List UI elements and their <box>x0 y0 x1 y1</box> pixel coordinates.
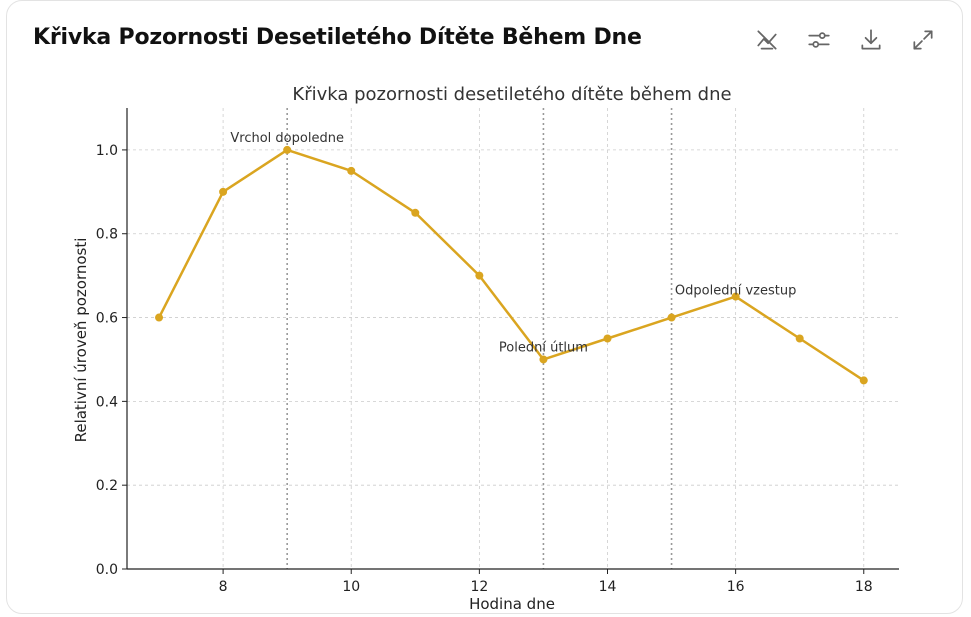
data-point <box>539 355 548 364</box>
x-tick-label: 18 <box>855 579 873 595</box>
annotations: Vrchol dopoledne Polední útlum Odpolední v… <box>230 131 796 356</box>
hide-button[interactable] <box>750 23 784 57</box>
hide-icon <box>757 30 777 50</box>
card-title: Křivka Pozornosti Desetiletého Dítěte Bě… <box>33 25 642 50</box>
x-tick-label: 12 <box>470 579 488 595</box>
data-point <box>219 187 228 196</box>
y-tick-label: 0.8 <box>96 227 118 243</box>
data-point <box>411 208 420 217</box>
data-point <box>475 271 484 280</box>
expand-icon <box>913 30 933 50</box>
settings-button[interactable] <box>802 23 836 57</box>
data-point <box>155 313 164 322</box>
data-point <box>667 313 676 322</box>
series-line <box>157 148 865 382</box>
download-icon <box>861 29 881 50</box>
grid <box>127 108 899 570</box>
reference-lines <box>286 108 673 569</box>
y-tick-label: 0.0 <box>96 562 118 578</box>
data-point <box>347 166 356 175</box>
y-tick-label: 0.6 <box>96 311 118 327</box>
axes <box>126 108 899 570</box>
y-tick-label: 0.2 <box>96 478 118 494</box>
annotation-label: Polední útlum <box>499 340 588 355</box>
data-point <box>283 145 292 154</box>
y-axis-label: Relativní úroveň pozornosti <box>72 238 90 443</box>
x-tick-label: 16 <box>727 579 745 595</box>
annotation-label: Vrchol dopoledne <box>230 131 344 146</box>
x-tick-label: 8 <box>219 579 228 595</box>
y-tick-label: 0.4 <box>96 394 118 410</box>
x-tick-label: 14 <box>599 579 617 595</box>
y-tick-label: 1.0 <box>96 143 118 159</box>
data-point <box>603 334 612 343</box>
ticks: 8 10 12 14 16 18 0.0 0.2 0.4 0.6 0.8 1.0 <box>96 143 873 595</box>
x-tick-label: 10 <box>342 579 360 595</box>
settings-sliders-icon <box>808 32 830 48</box>
toolbar <box>750 23 940 57</box>
data-point <box>731 292 740 301</box>
annotation-label: Odpolední vzestup <box>675 284 796 299</box>
expand-button[interactable] <box>906 23 940 57</box>
data-point <box>859 376 868 385</box>
x-axis-label: Hodina dne <box>469 595 555 613</box>
download-button[interactable] <box>854 23 888 57</box>
chart-title: Křivka pozornosti desetiletého dítěte bě… <box>292 84 731 105</box>
data-point <box>795 334 804 343</box>
series <box>155 145 868 385</box>
